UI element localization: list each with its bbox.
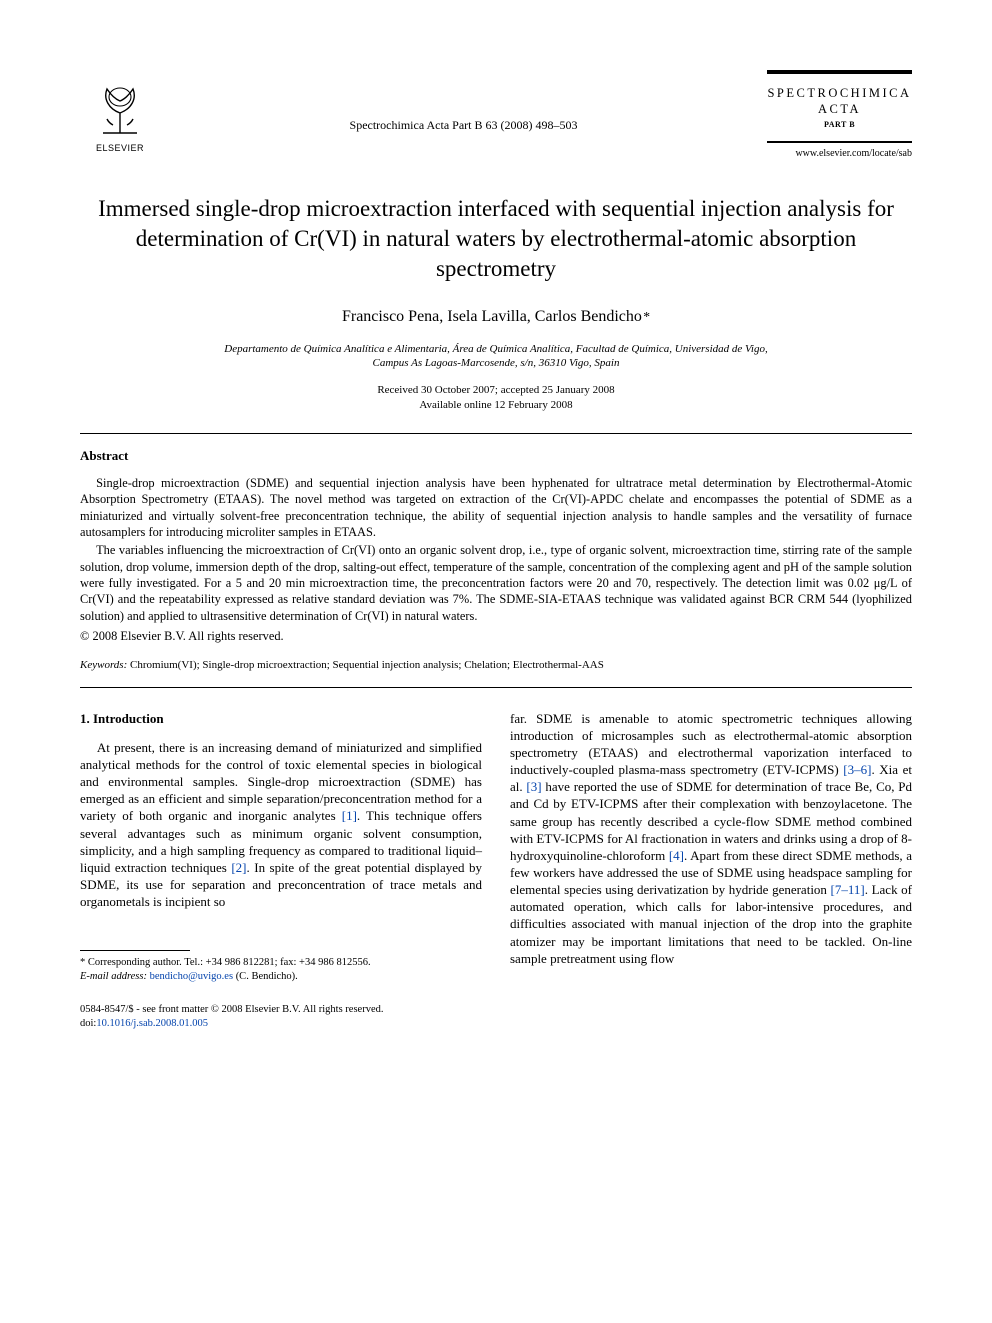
abstract-copyright: © 2008 Elsevier B.V. All rights reserved… — [80, 628, 912, 644]
intro-para-right: far. SDME is amenable to atomic spectrom… — [510, 710, 912, 967]
ref-link-3-6[interactable]: [3–6] — [843, 762, 871, 777]
article-dates: Received 30 October 2007; accepted 25 Ja… — [80, 383, 912, 413]
corresponding-mark: * — [643, 309, 650, 324]
publisher-name: ELSEVIER — [96, 143, 144, 155]
column-left: 1. Introduction At present, there is an … — [80, 710, 482, 985]
doi-link[interactable]: 10.1016/j.sab.2008.01.005 — [96, 1018, 208, 1029]
journal-top-rule — [767, 70, 912, 74]
body-columns: 1. Introduction At present, there is an … — [80, 710, 912, 985]
footer-doi-line: doi:10.1016/j.sab.2008.01.005 — [80, 1017, 912, 1031]
footnote-email-line: E-mail address: bendicho@uvigo.es (C. Be… — [80, 970, 482, 984]
authors-list: Francisco Pena, Isela Lavilla, Carlos Be… — [342, 308, 642, 325]
footnote-email[interactable]: bendicho@uvigo.es — [150, 971, 233, 982]
footer: 0584-8547/$ - see front matter © 2008 El… — [80, 1003, 912, 1031]
abstract-heading: Abstract — [80, 448, 912, 465]
journal-name-line2: ACTA — [767, 102, 912, 118]
doi-label: doi: — [80, 1018, 96, 1029]
affiliation: Departamento de Química Analítica e Alim… — [80, 342, 912, 372]
intro-para-left: At present, there is an increasing deman… — [80, 739, 482, 911]
abstract-p1: Single-drop microextraction (SDME) and s… — [80, 475, 912, 541]
ref-link-7-11[interactable]: [7–11] — [831, 882, 865, 897]
ref-link-2[interactable]: [2] — [231, 860, 246, 875]
column-right: far. SDME is amenable to atomic spectrom… — [510, 710, 912, 985]
elsevier-tree-icon — [89, 79, 151, 141]
ref-link-4[interactable]: [4] — [669, 848, 684, 863]
journal-bottom-rule — [767, 141, 912, 143]
ref-link-3[interactable]: [3] — [526, 779, 541, 794]
dates-line1: Received 30 October 2007; accepted 25 Ja… — [80, 383, 912, 398]
journal-url: www.elsevier.com/locate/sab — [767, 147, 912, 160]
keywords-label: Keywords: — [80, 659, 127, 671]
abstract-block: Abstract Single-drop microextraction (SD… — [80, 448, 912, 673]
abstract-top-rule — [80, 433, 912, 434]
article-title: Immersed single-drop microextraction int… — [80, 194, 912, 285]
footnote-corr: * Corresponding author. Tel.: +34 986 81… — [80, 956, 482, 970]
footnote-rule — [80, 950, 190, 951]
ref-link-1[interactable]: [1] — [342, 808, 357, 823]
abstract-body: Single-drop microextraction (SDME) and s… — [80, 475, 912, 624]
dates-line2: Available online 12 February 2008 — [80, 398, 912, 413]
journal-reference: Spectrochimica Acta Part B 63 (2008) 498… — [160, 70, 767, 134]
footnote-email-label: E-mail address: — [80, 971, 147, 982]
keywords: Keywords: Chromium(VI); Single-drop micr… — [80, 658, 912, 672]
journal-name-line1: SPECTROCHIMICA — [767, 86, 912, 102]
keywords-text: Chromium(VI); Single-drop microextractio… — [127, 659, 604, 671]
authors: Francisco Pena, Isela Lavilla, Carlos Be… — [80, 307, 912, 328]
footer-copyright: 0584-8547/$ - see front matter © 2008 El… — [80, 1003, 912, 1017]
section-1-heading: 1. Introduction — [80, 710, 482, 727]
affiliation-line1: Departamento de Química Analítica e Alim… — [80, 342, 912, 357]
affiliation-line2: Campus As Lagoas-Marcosende, s/n, 36310 … — [80, 356, 912, 371]
header-row: ELSEVIER Spectrochimica Acta Part B 63 (… — [80, 70, 912, 160]
journal-box: SPECTROCHIMICA ACTA PART B www.elsevier.… — [767, 70, 912, 160]
journal-part: PART B — [767, 120, 912, 130]
publisher-logo: ELSEVIER — [80, 70, 160, 155]
abstract-bottom-rule — [80, 687, 912, 688]
abstract-p2: The variables influencing the microextra… — [80, 542, 912, 624]
footnote-email-tail: (C. Bendicho). — [233, 971, 298, 982]
corresponding-footnote: * Corresponding author. Tel.: +34 986 81… — [80, 956, 482, 984]
